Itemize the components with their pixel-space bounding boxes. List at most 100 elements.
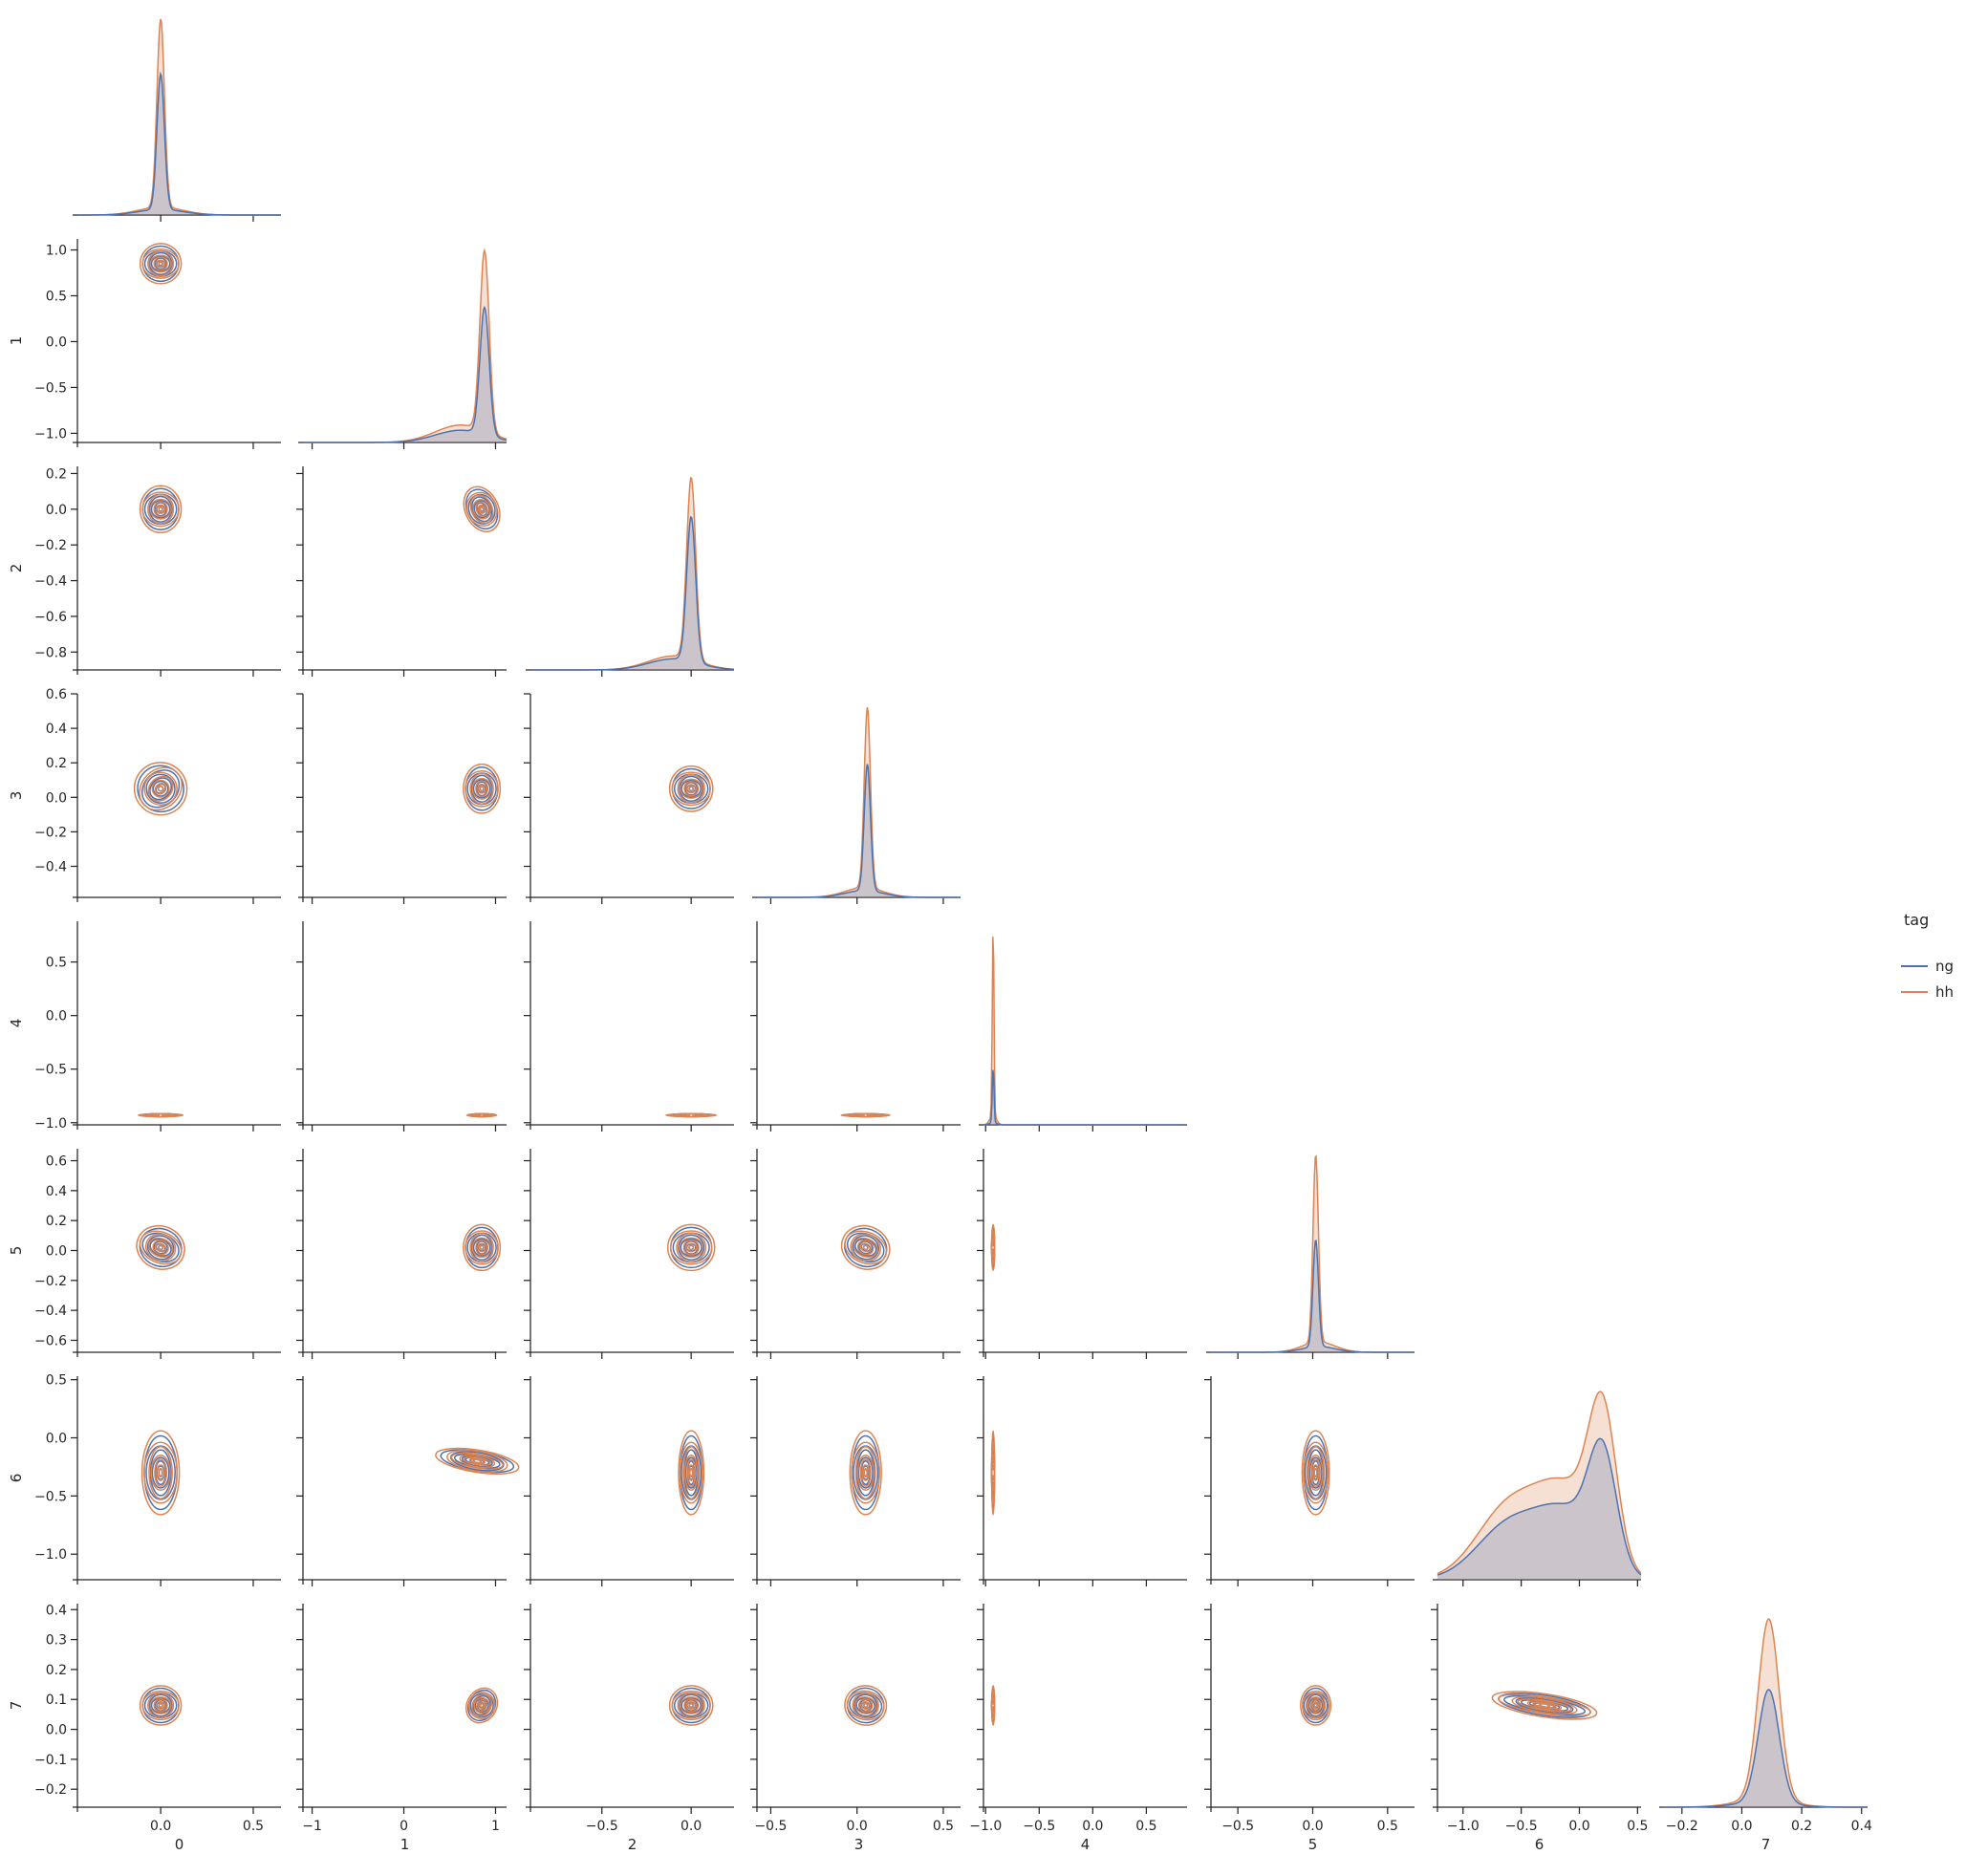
y-tick-label: 0.4 (46, 1184, 67, 1199)
contour-hh-4-7 (990, 1702, 996, 1709)
y-tick-label: 0.5 (46, 956, 67, 971)
x-tick-label: −0.5 (1221, 1819, 1254, 1834)
contour-hh-1-7 (477, 1701, 486, 1710)
contour-hh-5-6 (1310, 1458, 1321, 1487)
contour-hh-3-7 (852, 1693, 879, 1718)
contour-hh-3-5 (856, 1240, 875, 1256)
contour-hh-1-5 (475, 1239, 489, 1256)
x-tick-label: 0.0 (1731, 1819, 1752, 1834)
panel-1-1 (298, 442, 507, 449)
kde-line-ng-6 (1437, 1437, 1642, 1576)
contour-hh-1-6 (450, 1452, 504, 1470)
x-tick-label: −0.5 (586, 1819, 618, 1834)
contour-hh-6-7 (1497, 1693, 1592, 1717)
contour-hh-6-7 (1491, 1691, 1598, 1720)
contour-hh-2-5 (679, 1237, 704, 1259)
contour-hh-2-7 (668, 1685, 714, 1726)
contour-hh-3-5 (840, 1224, 891, 1270)
y-tick-label: −0.2 (34, 538, 67, 553)
x-tick-label: 0.0 (681, 1819, 702, 1834)
y-tick-label: −0.8 (34, 645, 67, 660)
contour-ng-1-2 (473, 500, 490, 519)
panel-5-3 (750, 1149, 961, 1359)
kde-line-ng-1 (303, 305, 508, 443)
contour-ng-6-7 (1515, 1696, 1574, 1714)
contour-hh-0-1 (155, 259, 166, 269)
panel-5-4 (977, 1149, 1187, 1359)
panels-layer: −1.0 −0.5 0.0 0.5 1.0 1 −0.8 −0.6 −0.4 −0.2 0.0 0.2… (8, 18, 1872, 1853)
contour-hh-5-6 (1307, 1454, 1324, 1492)
contour-ng-5-7 (1307, 1697, 1324, 1714)
y-tick-label: −0.6 (34, 1333, 67, 1348)
contour-ng-0-6 (151, 1456, 170, 1489)
contour-ng-0-1 (150, 255, 171, 272)
contour-hh-3-7 (853, 1696, 877, 1714)
contour-hh-1-3 (471, 777, 492, 800)
contour-hh-6-7 (1511, 1695, 1578, 1715)
contour-hh-3-6 (856, 1454, 875, 1492)
y-tick-label: 0.2 (46, 466, 67, 482)
y-tick-label: 0.3 (46, 1633, 67, 1649)
y-tick-label: −0.4 (34, 1304, 67, 1319)
contour-hh-2-6 (678, 1430, 705, 1516)
kde-line-ng-4 (983, 1069, 1187, 1126)
contour-ng-2-7 (681, 1697, 702, 1714)
contour-hh-0-2 (158, 506, 163, 513)
contour-hh-0-1 (153, 256, 168, 271)
panel-4-4 (979, 1124, 1187, 1132)
contour-hh-2-6 (679, 1441, 703, 1504)
x-tick-label: 0.5 (1135, 1819, 1156, 1834)
x-tick-label: 0.0 (1302, 1819, 1323, 1834)
kde-line-ng-5 (1211, 1240, 1415, 1353)
contour-hh-2-4 (687, 1112, 695, 1118)
contour-hh-3-6 (849, 1430, 882, 1516)
contour-hh-1-7 (476, 1698, 488, 1713)
contour-hh-0-3 (151, 779, 170, 798)
x-tick-label: 0.0 (847, 1819, 868, 1834)
panel-6-4 (977, 1376, 1187, 1586)
contour-hh-1-6 (446, 1449, 508, 1473)
x-tick-label: −0.5 (1505, 1819, 1538, 1834)
contour-hh-5-7 (1306, 1693, 1327, 1718)
contour-hh-1-6 (459, 1454, 496, 1469)
contour-hh-0-7 (141, 1690, 180, 1721)
contour-hh-5-6 (1311, 1464, 1320, 1481)
contour-hh-1-7 (473, 1696, 490, 1714)
contour-hh-1-5 (477, 1242, 487, 1253)
contour-ng-0-5 (153, 1240, 168, 1255)
legend-title: tag (1904, 911, 1929, 929)
panel-6-1 (296, 1376, 507, 1586)
contour-hh-1-7 (471, 1693, 492, 1717)
contour-hh-2-7 (683, 1698, 700, 1713)
contour-hh-5-6 (1313, 1467, 1318, 1478)
y-tick-label: −0.4 (34, 574, 67, 590)
x-tick-label: −0.5 (1023, 1819, 1055, 1834)
y-tick-label: −1.0 (34, 1116, 67, 1132)
x-tick-label: 0.5 (1627, 1819, 1648, 1834)
contour-hh-0-5 (147, 1237, 174, 1259)
x-tick-label: −1 (302, 1819, 322, 1834)
contour-hh-0-3 (147, 775, 174, 802)
panel-7-3: −0.5 0.0 0.5 3 (750, 1604, 961, 1853)
contour-hh-0-5 (154, 1242, 167, 1253)
contour-hh-1-6 (435, 1447, 520, 1476)
panel-0-0 (73, 214, 281, 222)
kde-line-ng-0 (77, 71, 281, 216)
contour-hh-0-3 (133, 762, 188, 816)
contour-hh-3-6 (863, 1467, 869, 1478)
y-tick-label: 0.1 (46, 1693, 67, 1708)
contour-hh-0-6 (158, 1467, 163, 1478)
contour-ng-1-5 (472, 1238, 491, 1257)
panel-7-5: −0.5 0.0 0.5 5 (1204, 1604, 1415, 1853)
contour-hh-1-4 (479, 1112, 485, 1118)
panel-5-2 (524, 1149, 734, 1359)
contour-hh-2-6 (688, 1467, 694, 1478)
contour-ng-0-3 (145, 773, 176, 804)
y-axis-label: 2 (8, 564, 25, 573)
y-tick-label: −0.5 (34, 1489, 67, 1504)
y-tick-label: 0.0 (46, 503, 67, 518)
x-tick-label: −1.0 (1447, 1819, 1480, 1834)
contour-hh-2-7 (671, 1690, 711, 1721)
contour-hh-2-3 (679, 778, 703, 799)
panel-6-3 (750, 1376, 961, 1586)
